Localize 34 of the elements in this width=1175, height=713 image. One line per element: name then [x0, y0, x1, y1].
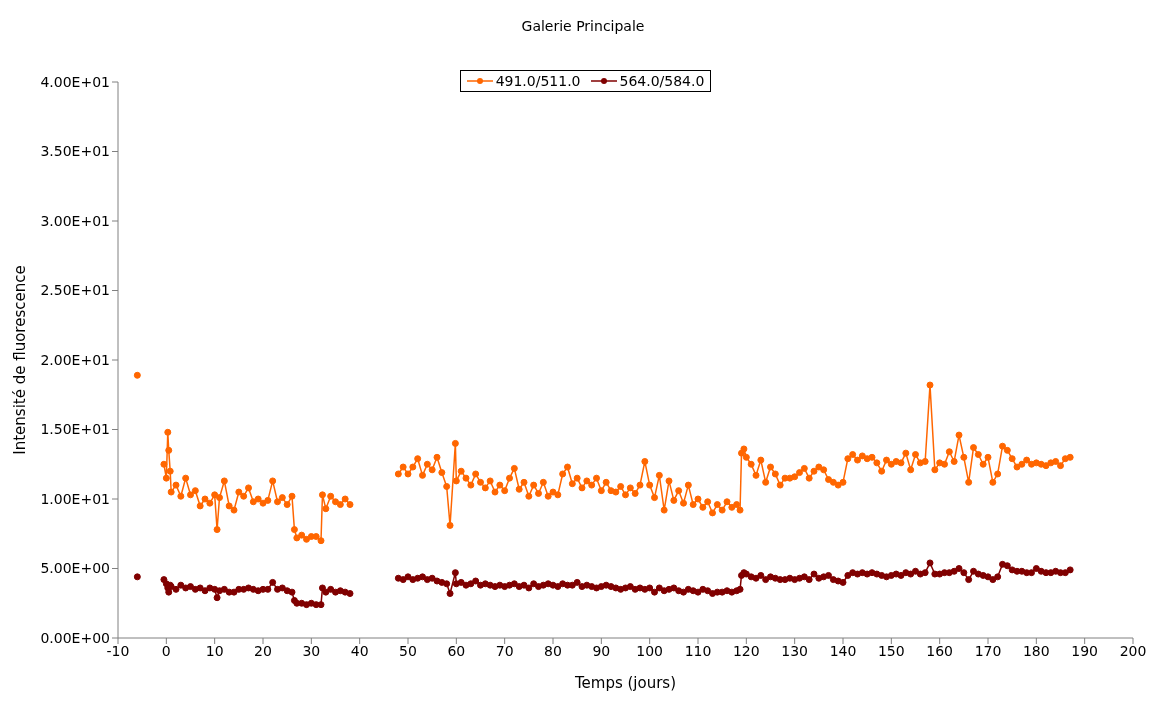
- x-tick-label: 110: [684, 642, 712, 659]
- x-tick-label: 200: [1119, 642, 1147, 659]
- x-tick-label: 10: [205, 642, 224, 659]
- x-tick-label: 20: [254, 642, 272, 659]
- x-tick-label: 70: [495, 642, 514, 659]
- y-tick-label: 1.00E+01: [40, 490, 110, 507]
- chart-title: Galerie Principale: [520, 18, 646, 34]
- y-axis-title: Intensité de fluorescence: [11, 265, 30, 455]
- x-tick-label: 0: [161, 642, 171, 659]
- x-tick-label: 40: [350, 642, 369, 659]
- y-tick-label: 4.00E+01: [40, 73, 110, 90]
- x-tick-label: 50: [399, 642, 417, 659]
- y-tick-label: 2.50E+01: [40, 282, 110, 299]
- x-tick-label: 160: [926, 642, 954, 659]
- x-tick-label: 170: [974, 642, 1002, 659]
- y-tick-label: 2.00E+01: [40, 351, 110, 368]
- x-tick-label: 140: [829, 642, 857, 659]
- x-tick-label: 60: [447, 642, 466, 659]
- x-tick-label: 190: [1071, 642, 1099, 659]
- x-tick-label: 130: [781, 642, 809, 659]
- x-tick-label: 80: [544, 642, 562, 659]
- legend-label: 491.0/511.0: [494, 73, 581, 89]
- x-tick-label: 100: [636, 642, 664, 659]
- y-tick-label: 5.00E+00: [40, 560, 110, 577]
- x-tick-label: 90: [592, 642, 611, 659]
- y-tick-label: 3.00E+01: [40, 212, 110, 229]
- y-tick-label: 3.50E+01: [40, 143, 110, 160]
- x-tick-label: 180: [1022, 642, 1050, 659]
- x-tick-label: 150: [877, 642, 905, 659]
- y-tick-label: 1.50E+01: [40, 421, 110, 438]
- x-tick-label: 30: [302, 642, 321, 659]
- x-axis-title: Temps (jours): [573, 674, 677, 692]
- legend-label: 564.0/584.0: [618, 73, 705, 89]
- x-tick-label: 120: [732, 642, 760, 659]
